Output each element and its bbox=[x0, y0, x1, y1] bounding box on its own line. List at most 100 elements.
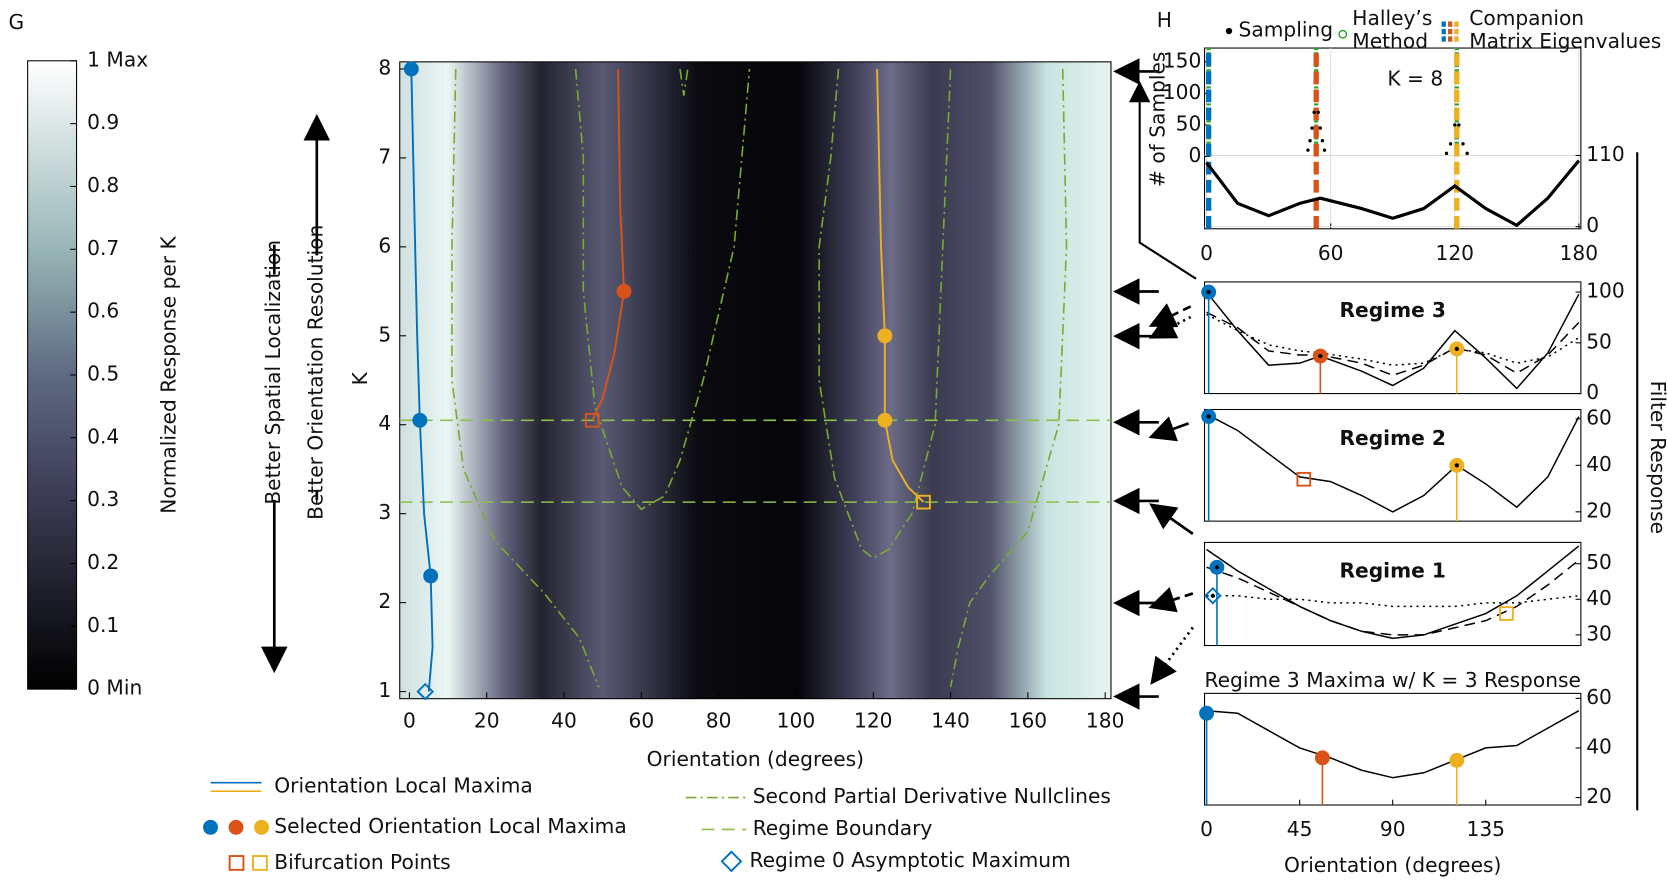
x-tick-label: 135 bbox=[1466, 817, 1505, 841]
x-tick-label: 45 bbox=[1287, 817, 1313, 841]
legend-swatch bbox=[254, 819, 269, 835]
y-tick-label: 0.2 bbox=[87, 550, 119, 574]
asymptotic-maximum bbox=[416, 682, 435, 701]
maximum-point bbox=[1314, 750, 1330, 766]
response-curve bbox=[1206, 595, 1579, 608]
legend-label: Regime Boundary bbox=[753, 816, 933, 840]
asymptotic-maximum bbox=[1204, 586, 1222, 605]
sample-point bbox=[1453, 123, 1457, 127]
nullcline bbox=[574, 68, 751, 511]
legend-label: Halley’s bbox=[1352, 6, 1432, 30]
y-tick-label: 110 bbox=[1586, 142, 1625, 166]
y-tick-label: 60 bbox=[1586, 405, 1612, 429]
legend-label: Method bbox=[1352, 29, 1428, 53]
legend-swatch bbox=[1225, 27, 1233, 35]
plot-frame bbox=[1204, 692, 1582, 806]
colorbar bbox=[27, 60, 78, 690]
legend-swatch bbox=[1447, 36, 1453, 42]
y-tick-label: 0.7 bbox=[87, 236, 119, 260]
y-tick-label: 2 bbox=[378, 589, 391, 613]
maximum-point bbox=[877, 412, 893, 428]
y-tick-label: 6 bbox=[378, 233, 391, 257]
y-tick-label: 40 bbox=[1586, 734, 1612, 758]
sample-point bbox=[1322, 148, 1327, 152]
legend-swatch bbox=[252, 855, 268, 871]
y-tick-label: 50 bbox=[1586, 550, 1612, 574]
panel-label: H bbox=[1157, 8, 1172, 32]
legend-swatch bbox=[1454, 36, 1459, 42]
marker-center bbox=[1210, 593, 1215, 598]
y-tick-label: 60 bbox=[1586, 685, 1612, 709]
legend-label: Sampling bbox=[1239, 18, 1333, 42]
y-tick-label: 30 bbox=[1586, 621, 1612, 645]
heatmap bbox=[399, 61, 1111, 699]
legend-swatch bbox=[228, 855, 245, 871]
plot-frame bbox=[1204, 47, 1582, 230]
y-tick-label: 20 bbox=[1586, 498, 1612, 522]
maxima-line bbox=[591, 68, 625, 421]
marker-center bbox=[1206, 289, 1211, 295]
bifurcation-point bbox=[1499, 606, 1514, 621]
annotation: K = 8 bbox=[1387, 66, 1443, 90]
maximum-point bbox=[1449, 752, 1465, 768]
y-tick-label: 0 bbox=[1586, 380, 1599, 404]
bifurcation-point bbox=[584, 412, 600, 428]
regime-label: Regime 3 bbox=[1339, 298, 1445, 322]
legend-swatch bbox=[1338, 29, 1348, 39]
y-axis-label: K bbox=[348, 371, 372, 385]
x-axis-label: Orientation (degrees) bbox=[647, 747, 864, 771]
sample-point bbox=[1461, 142, 1465, 146]
y-tick-label: 5 bbox=[378, 322, 391, 346]
sample-point bbox=[1310, 126, 1314, 130]
y-tick-label: 0.6 bbox=[87, 299, 119, 323]
legend-swatch bbox=[1441, 36, 1446, 42]
y-tick-label: 0.4 bbox=[87, 424, 119, 448]
legend-swatch bbox=[720, 850, 743, 873]
y-tick-label: 40 bbox=[1586, 452, 1612, 476]
legend-swatch bbox=[1447, 21, 1453, 27]
legend-label: Second Partial Derivative Nullclines bbox=[753, 784, 1111, 808]
maximum-point bbox=[423, 568, 439, 584]
legend-swatch bbox=[1441, 21, 1446, 27]
regime-label: Regime 2 bbox=[1339, 426, 1445, 450]
legend-label: Selected Orientation Local Maxima bbox=[274, 814, 626, 838]
legend-swatch bbox=[228, 819, 244, 835]
x-tick-label: 80 bbox=[706, 709, 732, 733]
x-tick-label: 100 bbox=[777, 709, 816, 733]
legend-swatch bbox=[1447, 28, 1453, 35]
nullcline bbox=[451, 68, 600, 688]
y-tick-label: 4 bbox=[378, 411, 391, 435]
bifurcation-point bbox=[1296, 471, 1312, 487]
sample-point bbox=[1312, 110, 1316, 114]
y-tick-label: 0.1 bbox=[87, 613, 119, 637]
maximum-point bbox=[412, 412, 428, 428]
x-tick-label: 120 bbox=[854, 709, 893, 733]
y-axis-label: Normalized Response per K bbox=[157, 235, 181, 513]
legend-label: Companion bbox=[1469, 6, 1584, 30]
arrows bbox=[261, 58, 1639, 811]
x-tick-label: 20 bbox=[474, 709, 500, 733]
x-tick-label: 180 bbox=[1086, 709, 1125, 733]
legend-label: Orientation Local Maxima bbox=[274, 773, 533, 797]
plot-frame bbox=[1204, 281, 1582, 395]
y-tick-label: 3 bbox=[378, 500, 391, 524]
maximum-point bbox=[616, 283, 632, 299]
sample-point bbox=[1444, 151, 1449, 156]
x-tick-label: 90 bbox=[1380, 817, 1406, 841]
nullcline bbox=[818, 68, 952, 560]
y-tick-label: 150 bbox=[1163, 48, 1202, 72]
maximum-point bbox=[403, 61, 419, 77]
response-curve bbox=[1205, 291, 1580, 390]
marker-center bbox=[1318, 353, 1323, 359]
maxima-line bbox=[410, 68, 434, 692]
response-curve bbox=[1206, 311, 1580, 377]
y-tick-label: 0 bbox=[1586, 213, 1599, 237]
x-tick-label: 140 bbox=[931, 709, 970, 733]
sample-point bbox=[1318, 126, 1323, 130]
y-tick-label: 7 bbox=[378, 144, 391, 168]
sample-point bbox=[1320, 139, 1325, 143]
legend-label: Regime 0 Asymptotic Maximum bbox=[750, 848, 1071, 872]
x-tick-label: 0 bbox=[1200, 817, 1213, 841]
